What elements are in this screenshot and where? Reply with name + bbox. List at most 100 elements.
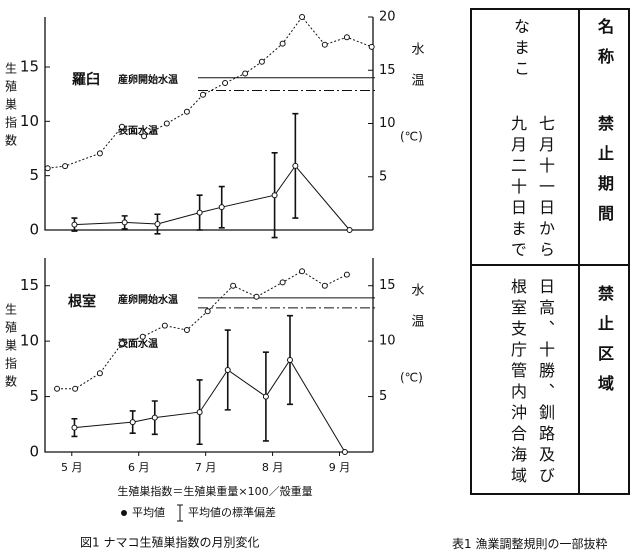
y-tick-label: 15 [20, 57, 39, 75]
temperature-point [343, 271, 350, 278]
table-value: 九月二十日まで [508, 115, 527, 262]
temperature-point [141, 133, 148, 140]
y-tick-label: 10 [20, 112, 39, 130]
x-tick-label: 5 月 [61, 461, 83, 474]
y2-tick-label: 5 [379, 389, 387, 404]
temperature-point [321, 41, 328, 48]
x-tick-label: 8 月 [262, 461, 284, 474]
table-label: 禁止区域 [595, 285, 614, 405]
index-point [151, 414, 158, 421]
temperature-point [222, 80, 229, 87]
temperature-point [199, 91, 206, 98]
location-label: 根室 [68, 293, 96, 310]
table-box [470, 8, 630, 495]
temperature-point [118, 340, 125, 347]
y2-unit: (℃) [400, 130, 423, 144]
y-tick-label: 10 [20, 332, 39, 350]
y2-tick-label: 20 [379, 10, 396, 25]
reference-label: 産卵開始水温 [118, 73, 178, 86]
table-value: なまこ [511, 18, 530, 81]
index-point [286, 356, 293, 363]
table-label: 禁止期間 [595, 115, 614, 235]
y2-tick-label: 15 [379, 278, 396, 293]
temperature-point [44, 165, 51, 172]
temperature-point [321, 282, 328, 289]
table-divider [470, 264, 630, 266]
temperature-point [230, 282, 237, 289]
temperature-point [299, 14, 306, 20]
index-point [196, 409, 203, 416]
temperature-line [47, 16, 372, 169]
y-tick-label: 0 [29, 443, 39, 461]
temperature-point [62, 163, 69, 170]
temperature-point [72, 385, 79, 392]
figure: 生殖巣指数＝生殖巣重量×100／殻重量 平均値 平均値の標準偏差 図1 ナマコ生… [4, 10, 425, 550]
y-tick-label: 5 [29, 166, 39, 184]
index-point [154, 221, 161, 228]
table-value: 根室支庁管内沖合海域 [508, 278, 527, 488]
index-point [341, 449, 348, 455]
y2-tick-label: 15 [379, 63, 396, 78]
x-tick-label: 7 月 [195, 461, 217, 474]
sd-legend: 平均値の標準偏差 [188, 505, 276, 519]
index-point [196, 209, 203, 216]
y2-unit: (℃) [400, 371, 423, 385]
y2-tick-label: 10 [379, 116, 396, 131]
temperature-point [118, 123, 125, 130]
temperature-point [54, 385, 61, 392]
table-value: 七月十一日から [536, 115, 555, 262]
mean-symbol [121, 510, 127, 516]
y2-tick-label: 5 [379, 169, 387, 184]
table-value: 日高、十勝、釧路及び [536, 278, 555, 488]
temperature-line [57, 270, 348, 390]
temperature-point [258, 58, 265, 65]
temperature-point [163, 120, 170, 127]
x-tick-label: 6 月 [128, 461, 150, 474]
temperature-point [96, 150, 103, 157]
index-point [292, 162, 299, 169]
figure-caption: 図1 ナマコ生殖巣指数の月別変化 [80, 535, 259, 550]
temperature-point [279, 40, 286, 47]
axis [44, 17, 374, 231]
location-label: 羅臼 [72, 71, 100, 88]
reference-label: 産卵開始水温 [118, 293, 178, 306]
series-label: 表面水温 [117, 124, 158, 137]
temperature-point [161, 322, 168, 329]
y2-axis-label: 水温 [409, 283, 425, 345]
y-axis-label: 生殖巣指数 [4, 62, 18, 152]
y-tick-label: 5 [29, 387, 39, 405]
y2-axis-label: 水温 [409, 42, 425, 104]
temperature-point [183, 327, 190, 334]
index-line [74, 165, 350, 231]
index-point [271, 192, 278, 199]
index-point [71, 424, 78, 431]
index-line [74, 359, 346, 453]
index-point [346, 227, 353, 233]
table-divider [578, 8, 580, 495]
y2-tick-label: 10 [379, 334, 396, 349]
temperature-point [299, 268, 306, 275]
temperature-point [242, 70, 249, 77]
y-tick-label: 15 [20, 276, 39, 294]
y-tick-label: 0 [29, 221, 39, 239]
table-caption: 表1 漁業調整規則の一部抜粋 [452, 537, 608, 551]
x-tick-label: 9 月 [329, 461, 351, 474]
temperature-point [343, 34, 350, 41]
index-point [129, 419, 136, 426]
temperature-point [96, 370, 103, 377]
index-point [224, 366, 231, 373]
temperature-point [368, 43, 375, 50]
index-point [71, 221, 78, 228]
temperature-point [183, 108, 190, 115]
formula: 生殖巣指数＝生殖巣重量×100／殻重量 [117, 484, 312, 498]
index-point [218, 204, 225, 211]
temperature-point [139, 333, 146, 340]
table-label: 名称 [595, 18, 614, 78]
index-point [121, 219, 128, 226]
temperature-point [204, 308, 211, 315]
sd-symbol [177, 504, 183, 522]
temperature-point [253, 293, 260, 300]
series-label: 表面水温 [117, 337, 158, 350]
mean-legend: 平均値 [132, 505, 165, 519]
